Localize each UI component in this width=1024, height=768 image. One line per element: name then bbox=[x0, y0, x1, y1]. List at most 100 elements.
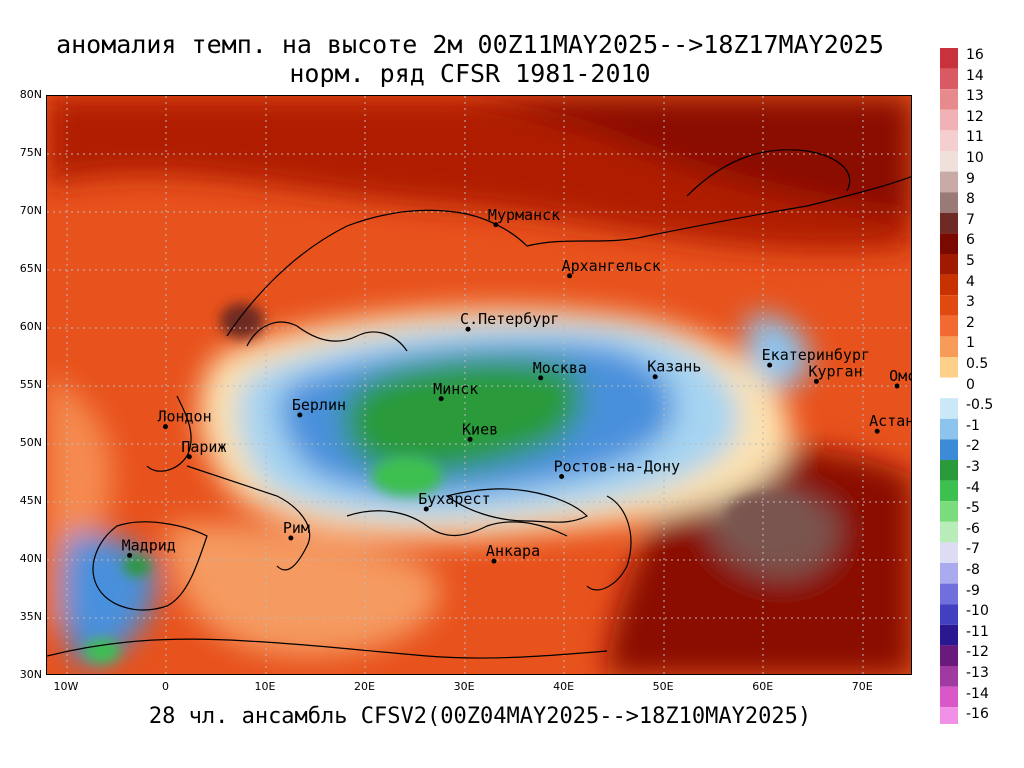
city-label: Анкара bbox=[486, 542, 540, 560]
city-label: Берлин bbox=[292, 396, 346, 414]
colorbar-label: -11 bbox=[966, 623, 989, 640]
colorbar-label: 11 bbox=[966, 129, 984, 146]
colorbar-swatch bbox=[940, 192, 958, 213]
colorbar-label: 13 bbox=[966, 88, 984, 105]
colorbar-label: -6 bbox=[966, 520, 980, 537]
lon-tick-label: 50E bbox=[652, 680, 674, 693]
city-dot bbox=[767, 362, 773, 368]
lat-tick-label: 55N bbox=[19, 378, 42, 391]
city-label: Лондон bbox=[157, 408, 211, 426]
colorbar-swatch bbox=[940, 212, 958, 234]
colorbar-label: -8 bbox=[966, 562, 980, 578]
colorbar-swatch bbox=[940, 274, 958, 296]
city-dot bbox=[813, 378, 819, 384]
colorbar-swatch bbox=[940, 109, 958, 131]
colorbar-label: -1 bbox=[966, 417, 980, 434]
colorbar-swatch bbox=[940, 521, 958, 543]
coastlines bbox=[47, 149, 911, 659]
city-dot bbox=[438, 396, 444, 402]
city-label: С.Петербург bbox=[460, 310, 559, 328]
lon-tick-label: 70E bbox=[851, 680, 873, 693]
colorbar-label: 4 bbox=[966, 273, 975, 290]
lon-tick-label: 10W bbox=[53, 680, 79, 693]
colorbar bbox=[940, 48, 958, 724]
colorbar-swatch bbox=[940, 707, 958, 724]
colorbar-swatch bbox=[940, 439, 958, 460]
lat-tick-label: 40N bbox=[19, 552, 42, 565]
colorbar-swatch bbox=[940, 480, 958, 502]
lon-tick-label: 10E bbox=[254, 680, 276, 693]
city-dot bbox=[493, 222, 499, 228]
lat-tick-label: 70N bbox=[19, 204, 42, 217]
lon-tick-label: 30E bbox=[453, 680, 475, 693]
city-label: Бухарест bbox=[418, 490, 490, 508]
colorbar-label: -12 bbox=[966, 644, 989, 661]
colorbar-label: 0.5 bbox=[966, 356, 989, 372]
city-label: Ростов-на-Дону bbox=[554, 457, 680, 475]
colorbar-label: -10 bbox=[966, 603, 989, 620]
colorbar-swatch bbox=[940, 666, 958, 687]
colorbar-label: -16 bbox=[966, 706, 989, 723]
colorbar-swatch bbox=[940, 295, 958, 316]
lon-tick-label: 0 bbox=[161, 680, 169, 693]
city-dot bbox=[491, 558, 497, 564]
city-dot bbox=[874, 428, 880, 434]
colorbar-label: 10 bbox=[966, 150, 984, 166]
city-dot bbox=[162, 424, 168, 430]
lat-tick-label: 50N bbox=[19, 436, 42, 449]
colorbar-label: -14 bbox=[966, 685, 989, 702]
lat-tick-label: 35N bbox=[19, 610, 42, 623]
colorbar-swatch bbox=[940, 68, 958, 90]
colorbar-label: 14 bbox=[966, 67, 984, 84]
title-line-1: аномалия темп. на высоте 2м 00Z11MAY2025… bbox=[56, 30, 884, 59]
city-dot bbox=[559, 473, 565, 479]
colorbar-label: 8 bbox=[966, 191, 975, 208]
city-label: Мурманск bbox=[488, 206, 560, 224]
city-dot bbox=[467, 436, 473, 442]
city-dot bbox=[894, 383, 900, 389]
colorbar-swatch bbox=[940, 542, 958, 563]
colorbar-label: -5 bbox=[966, 500, 980, 517]
colorbar-swatch bbox=[940, 171, 958, 193]
city-dot bbox=[652, 374, 658, 380]
colorbar-swatch bbox=[940, 48, 958, 69]
colorbar-label: -3 bbox=[966, 459, 980, 475]
colorbar-label: -4 bbox=[966, 479, 980, 496]
city-dot bbox=[465, 326, 471, 332]
lat-tick-label: 65N bbox=[19, 262, 42, 275]
colorbar-label: 0 bbox=[966, 376, 975, 393]
bottom-caption: 28 чл. ансамбль CFSV2(00Z04MAY2025-->18Z… bbox=[148, 704, 812, 729]
city-label: Казань bbox=[647, 358, 701, 376]
city-label: Архангельск bbox=[562, 257, 661, 275]
lat-tick-label: 60N bbox=[19, 320, 42, 333]
city-label: Киев bbox=[462, 420, 498, 438]
anomaly-field bbox=[47, 96, 911, 674]
city-label: Мадрид bbox=[122, 536, 176, 554]
graticule bbox=[47, 96, 911, 674]
colorbar-label: 6 bbox=[966, 232, 975, 249]
colorbar-swatch bbox=[940, 583, 958, 605]
city-label: Астана bbox=[869, 412, 912, 430]
colorbar-label: 1 bbox=[966, 335, 975, 352]
colorbar-label: -9 bbox=[966, 582, 980, 599]
city-dot bbox=[538, 375, 544, 381]
colorbar-swatch bbox=[940, 398, 958, 419]
city-dot bbox=[288, 535, 294, 541]
colorbar-swatch bbox=[940, 563, 958, 584]
colorbar-swatch bbox=[940, 645, 958, 666]
colorbar-swatch bbox=[940, 418, 958, 440]
colorbar-label: -13 bbox=[966, 665, 989, 681]
lat-tick-label: 45N bbox=[19, 494, 42, 507]
city-label: Курган bbox=[808, 362, 862, 380]
colorbar-swatch bbox=[940, 501, 958, 522]
colorbar-label: -0.5 bbox=[966, 397, 994, 414]
colorbar-swatch bbox=[940, 357, 958, 378]
colorbar-swatch bbox=[940, 254, 958, 275]
colorbar-swatch bbox=[940, 336, 958, 357]
colorbar-swatch bbox=[940, 233, 958, 254]
colorbar-swatch bbox=[940, 460, 958, 481]
colorbar-label: 5 bbox=[966, 253, 975, 269]
anomaly-map: Мурманск Архангельск С.Петербург Москва Каза… bbox=[46, 95, 912, 675]
colorbar-swatch bbox=[940, 315, 958, 337]
title-line-2: норм. ряд CFSR 1981-2010 bbox=[289, 59, 651, 88]
